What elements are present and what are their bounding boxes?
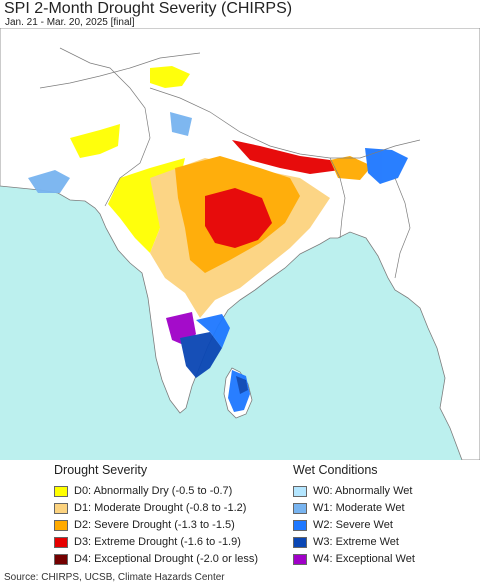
legend-item-w0: W0: Abnormally Wet — [293, 485, 412, 497]
legend-label-d0: D0: Abnormally Dry (-0.5 to -0.7) — [74, 485, 233, 497]
legend-label-w3: W3: Extreme Wet — [313, 536, 399, 548]
legend-item-w2: W2: Severe Wet — [293, 519, 393, 531]
legend-swatch-w4 — [293, 553, 307, 565]
legend-label-d3: D3: Extreme Drought (-1.6 to -1.9) — [74, 536, 241, 548]
legend-item-w1: W1: Moderate Wet — [293, 502, 405, 514]
legend-label-d2: D2: Severe Drought (-1.3 to -1.5) — [74, 519, 235, 531]
legend-item-d1: D1: Moderate Drought (-0.8 to -1.2) — [54, 502, 246, 514]
legend-item-d0: D0: Abnormally Dry (-0.5 to -0.7) — [54, 485, 232, 497]
legend-swatch-d0 — [54, 485, 68, 497]
map-subtitle: Jan. 21 - Mar. 20, 2025 [final] — [5, 17, 135, 28]
legend-swatch-d3 — [54, 536, 68, 548]
legend-swatch-w1 — [293, 502, 307, 514]
legend: Drought Severity Wet Conditions D0: Abno… — [0, 460, 480, 572]
legend-drought-heading: Drought Severity — [54, 463, 148, 477]
legend-swatch-d2 — [54, 519, 68, 531]
source-credit: Source: CHIRPS, UCSB, Climate Hazards Ce… — [4, 572, 225, 583]
legend-label-d1: D1: Moderate Drought (-0.8 to -1.2) — [74, 502, 247, 514]
legend-label-d4: D4: Exceptional Drought (-2.0 or less) — [74, 553, 259, 565]
legend-swatch-d1 — [54, 502, 68, 514]
borders — [39, 47, 421, 279]
legend-label-w2: W2: Severe Wet — [313, 519, 393, 531]
legend-item-d2: D2: Severe Drought (-1.3 to -1.5) — [54, 519, 235, 531]
legend-label-w1: W1: Moderate Wet — [313, 502, 405, 514]
legend-swatch-w0 — [293, 485, 307, 497]
legend-swatch-d4 — [54, 553, 68, 565]
legend-item-w4: W4: Exceptional Wet — [293, 553, 415, 565]
legend-item-d4: D4: Exceptional Drought (-2.0 or less) — [54, 553, 258, 565]
legend-swatch-w3 — [293, 536, 307, 548]
legend-label-w4: W4: Exceptional Wet — [313, 553, 415, 565]
legend-item-d3: D3: Extreme Drought (-1.6 to -1.9) — [54, 536, 241, 548]
legend-wet-heading: Wet Conditions — [293, 463, 378, 477]
drought-fill — [28, 66, 408, 412]
drought-map — [0, 28, 480, 460]
map-title: SPI 2-Month Drought Severity (CHIRPS) — [4, 0, 293, 17]
legend-swatch-w2 — [293, 519, 307, 531]
legend-label-w0: W0: Abnormally Wet — [313, 485, 413, 497]
legend-item-w3: W3: Extreme Wet — [293, 536, 399, 548]
